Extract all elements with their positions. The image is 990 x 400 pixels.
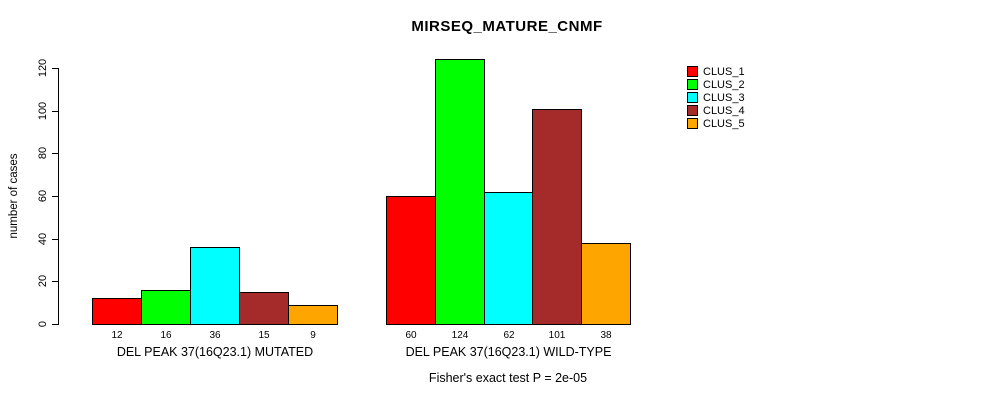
y-tick-mark-80 [52, 153, 58, 154]
legend-swatch-CLUS_3 [687, 92, 698, 103]
bar-CLUS_4-group2 [532, 109, 582, 325]
legend-label-CLUS_4: CLUS_4 [703, 104, 745, 117]
y-axis-label: number of cases [8, 153, 20, 239]
y-tick-mark-120 [52, 68, 58, 69]
group-label-1: DEL PEAK 37(16Q23.1) MUTATED [116, 345, 314, 359]
legend-label-CLUS_1: CLUS_1 [703, 65, 745, 78]
y-tick-mark-100 [52, 111, 58, 112]
y-tick-label-100: 100 [37, 101, 49, 121]
y-tick-label-20: 20 [37, 274, 49, 288]
y-tick-label-0: 0 [37, 320, 49, 328]
bar-value-CLUS_4-group1: 15 [258, 330, 270, 341]
legend-item-CLUS_4: CLUS_4 [687, 104, 745, 117]
legend: CLUS_1 CLUS_2 CLUS_3 CLUS_4 CLUS_5 [687, 65, 745, 130]
bar-value-CLUS_1-group2: 60 [405, 330, 417, 341]
bar-CLUS_4-group1 [239, 292, 289, 325]
bar-CLUS_2-group2 [435, 59, 485, 325]
bar-CLUS_1-group1 [92, 298, 142, 325]
caption-fishers-test: Fisher's exact test P = 2e-05 [428, 371, 588, 385]
legend-label-CLUS_5: CLUS_5 [703, 117, 745, 130]
bar-CLUS_1-group2 [386, 196, 436, 325]
legend-item-CLUS_2: CLUS_2 [687, 78, 745, 91]
bar-value-CLUS_3-group1: 36 [209, 330, 221, 341]
legend-swatch-CLUS_4 [687, 105, 698, 116]
legend-label-CLUS_3: CLUS_3 [703, 91, 745, 104]
bar-value-CLUS_5-group2: 38 [600, 330, 612, 341]
y-tick-mark-40 [52, 239, 58, 240]
legend-swatch-CLUS_2 [687, 79, 698, 90]
y-tick-label-120: 120 [37, 58, 49, 78]
bar-value-CLUS_5-group1: 9 [310, 330, 316, 341]
legend-item-CLUS_3: CLUS_3 [687, 91, 745, 104]
y-tick-mark-60 [52, 196, 58, 197]
legend-swatch-CLUS_1 [687, 66, 698, 77]
bar-CLUS_5-group2 [581, 243, 631, 325]
y-tick-label-60: 60 [37, 189, 49, 203]
y-tick-mark-20 [52, 281, 58, 282]
bar-CLUS_3-group2 [484, 192, 534, 325]
y-tick-label-40: 40 [37, 232, 49, 246]
bar-value-CLUS_2-group1: 16 [160, 330, 172, 341]
y-axis-line [58, 68, 59, 325]
bar-value-CLUS_2-group2: 124 [451, 330, 469, 341]
group-label-2: DEL PEAK 37(16Q23.1) WILD-TYPE [405, 345, 612, 359]
chart-title: MIRSEQ_MATURE_CNMF [411, 18, 603, 35]
bar-CLUS_3-group1 [190, 247, 240, 325]
bar-value-CLUS_1-group1: 12 [111, 330, 123, 341]
legend-swatch-CLUS_5 [687, 118, 698, 129]
bar-value-CLUS_3-group2: 62 [503, 330, 515, 341]
bar-value-CLUS_4-group2: 101 [548, 330, 566, 341]
legend-label-CLUS_2: CLUS_2 [703, 78, 745, 91]
y-tick-label-80: 80 [37, 146, 49, 160]
legend-item-CLUS_5: CLUS_5 [687, 117, 745, 130]
bar-CLUS_5-group1 [288, 305, 338, 325]
legend-item-CLUS_1: CLUS_1 [687, 65, 745, 78]
y-tick-mark-0 [52, 324, 58, 325]
bar-CLUS_2-group1 [141, 290, 191, 325]
